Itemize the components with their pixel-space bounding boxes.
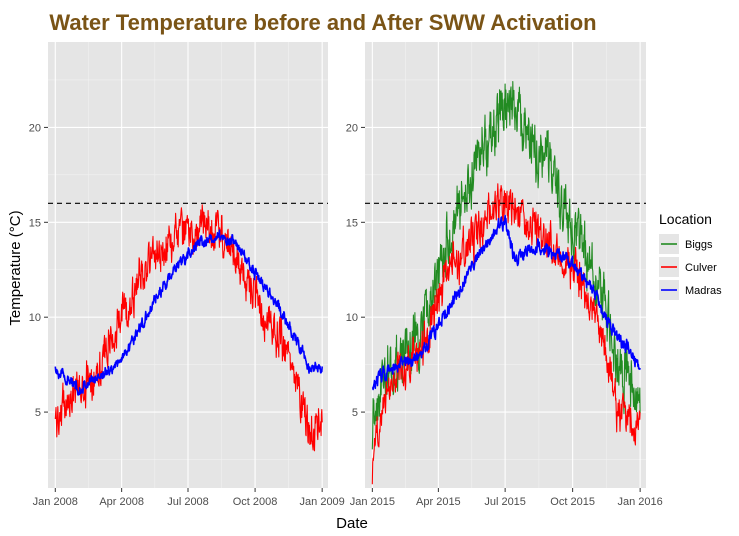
x-tick-label: Jan 2008	[33, 496, 78, 508]
x-tick-label: Oct 2015	[550, 496, 595, 508]
series-line-culver	[54, 204, 323, 452]
series-line-culver	[371, 183, 641, 485]
x-axis-title: Date	[336, 515, 368, 532]
y-tick-label: 10	[346, 312, 358, 324]
x-tick-label: Apr 2008	[99, 496, 144, 508]
y-tick-label: 10	[29, 312, 41, 324]
chart-title: Water Temperature before and After SWW A…	[49, 10, 596, 35]
series-line-madras	[371, 214, 641, 391]
x-tick-label: Apr 2015	[416, 496, 461, 508]
legend-label-culver: Culver	[685, 262, 717, 274]
panel-2008: 5 10 15 20 Jan 2008 Apr 2008 Jul 2008 Oct 2008 J…	[29, 42, 345, 508]
y-tick-label: 5	[35, 407, 41, 419]
x-tick-label: Jan 2016	[617, 496, 662, 508]
legend-title: Location	[659, 211, 712, 227]
series-line-madras	[54, 229, 323, 396]
y-tick-label: 15	[29, 217, 41, 229]
panel-2015: 5 10 15 20 Jan 2015 Apr 2015 Jul 2015 Oct 2015 J…	[346, 42, 663, 508]
x-tick-label: Jul 2008	[167, 496, 209, 508]
y-tick-label: 5	[352, 407, 358, 419]
y-tick-label: 15	[346, 217, 358, 229]
y-tick-label: 20	[346, 122, 358, 134]
x-tick-label: Jan 2015	[350, 496, 395, 508]
legend-label-madras: Madras	[685, 285, 722, 297]
x-tick-label: Jan 2009	[300, 496, 345, 508]
legend-label-biggs: Biggs	[685, 239, 713, 251]
legend: Location Biggs Culver Madras	[659, 211, 722, 300]
y-axis-title: Temperature (°C)	[7, 210, 24, 325]
x-tick-label: Jul 2015	[484, 496, 526, 508]
y-tick-label: 20	[29, 122, 41, 134]
x-tick-label: Oct 2008	[233, 496, 278, 508]
